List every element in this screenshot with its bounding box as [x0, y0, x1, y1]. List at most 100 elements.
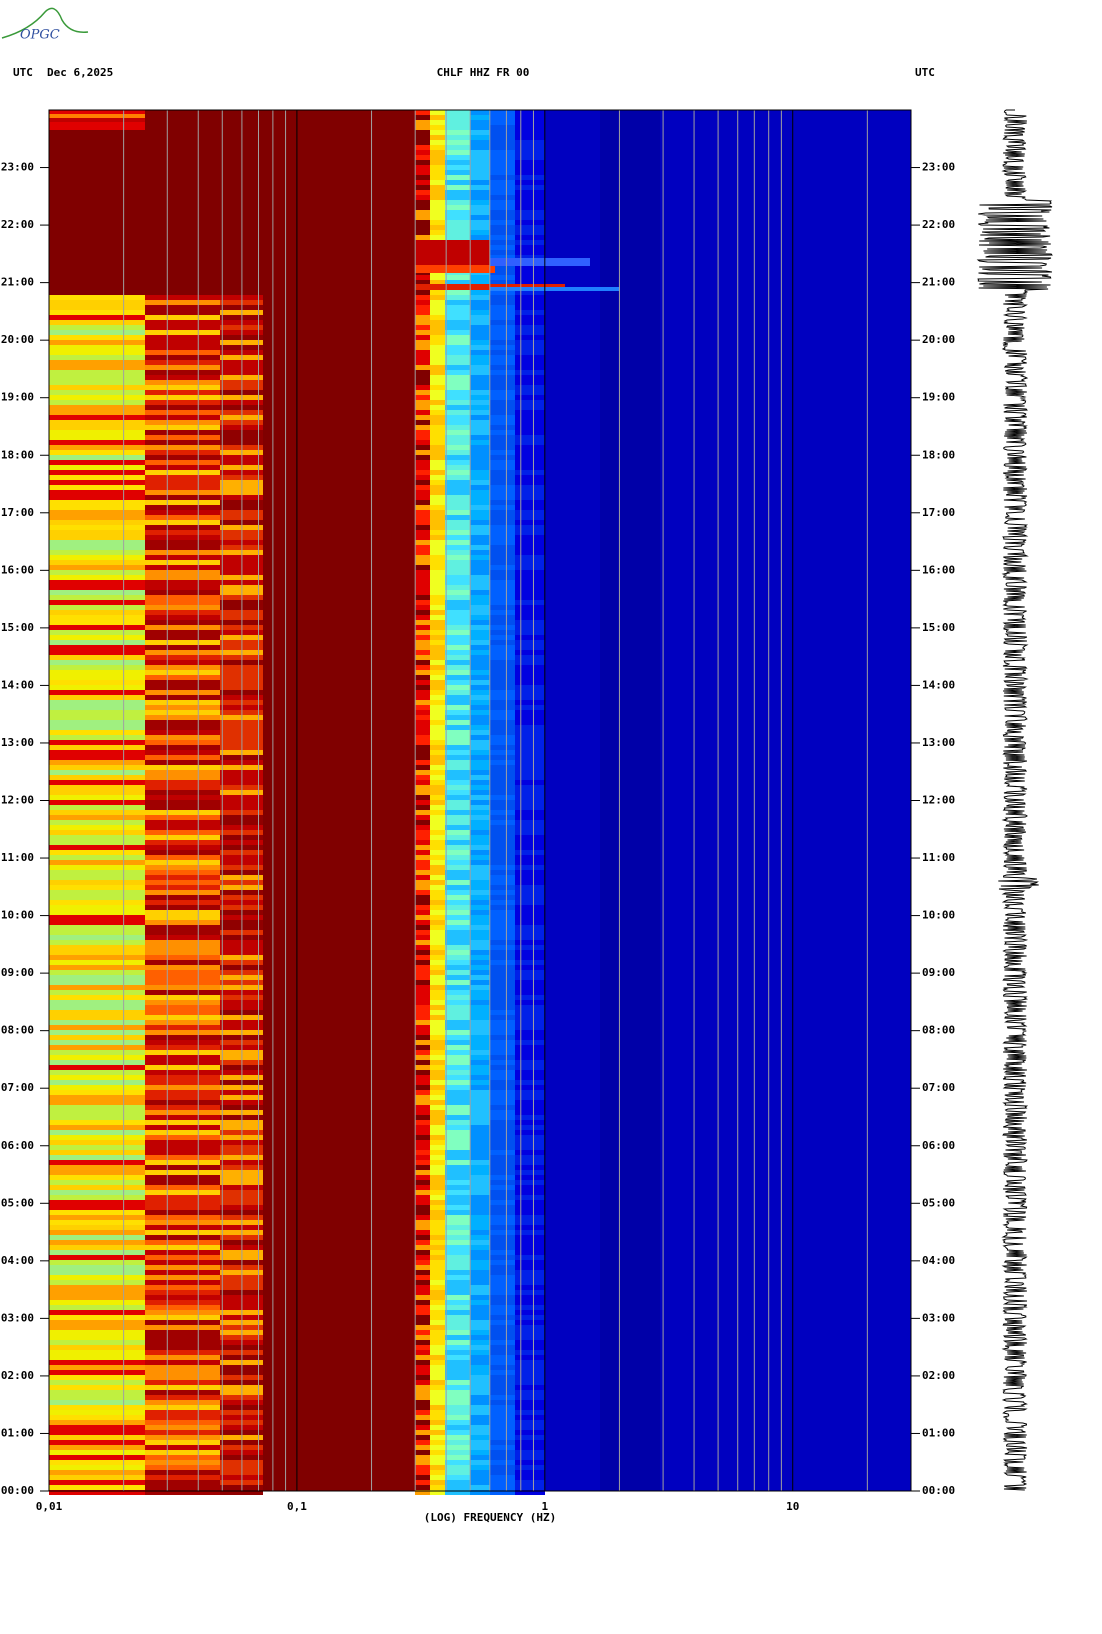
spectrogram-cell [445, 1120, 470, 1125]
spectrogram-cell [490, 1220, 515, 1225]
spectrogram-cell [445, 1040, 470, 1045]
spectrogram-cell [470, 690, 490, 695]
spectrogram-cell [415, 1490, 430, 1495]
spectrogram-cell [445, 1300, 470, 1305]
spectrogram-cell [49, 745, 145, 750]
spectrogram-cell [49, 1475, 145, 1480]
spectrogram-cell [430, 1240, 445, 1245]
spectrogram-cell [470, 905, 490, 910]
spectrogram-cell [49, 1365, 145, 1370]
spectrogram-cell [415, 610, 430, 615]
spectrogram-cell [515, 1420, 545, 1425]
y-tick-label: 12:00 [1, 794, 34, 807]
spectrogram-cell [490, 725, 515, 730]
y-tick-label-right: 05:00 [922, 1196, 955, 1209]
spectrogram-cell [445, 350, 470, 355]
spectrogram-cell [515, 445, 545, 450]
spectrogram-cell [515, 305, 545, 310]
spectrogram-cell [430, 445, 445, 450]
spectrogram-cell [145, 325, 220, 330]
spectrogram-cell [430, 1385, 445, 1390]
spectrogram-cell [490, 635, 515, 640]
spectrogram-cell [470, 1265, 490, 1270]
spectrogram-cell [49, 1070, 145, 1075]
spectrogram-cell [470, 165, 490, 170]
spectrogram-cell [445, 490, 470, 495]
spectrogram-cell [470, 965, 490, 970]
spectrogram-cell [515, 1085, 545, 1090]
spectrogram-cell [515, 1040, 545, 1045]
spectrogram-cell [515, 1070, 545, 1075]
spectrogram-cell [220, 1490, 263, 1495]
spectrogram-cell [470, 565, 490, 570]
spectrogram-cell [515, 415, 545, 420]
spectrogram-cell [445, 1390, 470, 1395]
spectrogram-cell [490, 1295, 515, 1300]
spectrogram-cell [490, 685, 515, 690]
spectrogram-cell [430, 220, 445, 225]
spectrogram-cell [470, 1065, 490, 1070]
spectrogram-cell [515, 905, 545, 910]
spectrogram-cell [415, 770, 430, 775]
spectrogram-cell [415, 115, 430, 120]
x-tick-label: 0,01 [36, 1500, 63, 1513]
spectrogram-cell [145, 915, 220, 920]
spectrogram-cell [415, 450, 430, 455]
spectrogram-cell [145, 1010, 220, 1015]
spectrogram-cell [490, 440, 515, 445]
spectrogram-cell [445, 370, 470, 375]
spectrogram-cell [470, 680, 490, 685]
spectrogram-cell [470, 915, 490, 920]
spectrogram-cell [445, 985, 470, 990]
spectrogram-cell [470, 580, 490, 585]
spectrogram-cell [415, 855, 430, 860]
spectrogram-cell [490, 1230, 515, 1235]
spectrogram-cell [430, 1165, 445, 1170]
spectrogram-cell [470, 775, 490, 780]
spectrogram-cell [145, 835, 220, 840]
spectrogram-cell [515, 470, 545, 475]
spectrogram-cell [49, 1380, 145, 1385]
spectrogram-cell [430, 1010, 445, 1015]
y-tick-label-right: 00:00 [922, 1484, 955, 1497]
spectrogram-cell [430, 165, 445, 170]
spectrogram-cell [49, 820, 145, 825]
spectrogram-cell [49, 945, 145, 950]
spectrogram-cell [415, 985, 430, 990]
spectrogram-cell [515, 1240, 545, 1245]
spectrogram-cell [415, 235, 430, 240]
spectrogram-cell [515, 1110, 545, 1115]
spectrogram-cell [430, 1290, 445, 1295]
spectrogram-cell [515, 1460, 545, 1465]
spectrogram-cell [470, 1350, 490, 1355]
spectrogram-cell [490, 205, 515, 210]
y-tick-label-right: 04:00 [922, 1254, 955, 1267]
spectrogram-cell [490, 595, 515, 600]
spectrogram-cell [470, 500, 490, 505]
spectrogram-cell [49, 725, 145, 730]
spectrogram-cell [515, 145, 545, 150]
spectrogram-cell [515, 410, 545, 415]
spectrogram-cell [445, 945, 470, 950]
spectrogram-cell [415, 695, 430, 700]
spectrogram-cell [490, 840, 515, 845]
spectrogram-cell [145, 640, 220, 645]
spectrogram-cell [490, 200, 515, 205]
spectrogram-cell [415, 950, 430, 955]
spectrogram-cell [430, 695, 445, 700]
y-tick-label: 01:00 [1, 1426, 34, 1439]
spectrogram-cell [445, 715, 470, 720]
spectrogram-cell [445, 1100, 470, 1105]
spectrogram-cell [430, 670, 445, 675]
spectrogram-cell [49, 1450, 145, 1455]
spectrogram-cell [490, 645, 515, 650]
spectrogram-cell [145, 635, 220, 640]
spectrogram-cell [430, 680, 445, 685]
spectrogram-cell [490, 110, 515, 115]
spectrogram-cell [49, 840, 145, 845]
spectrogram-cell [445, 1250, 470, 1255]
spectrogram-cell [470, 590, 490, 595]
spectrogram-cell [415, 425, 430, 430]
spectrogram-cell [145, 955, 220, 960]
spectrogram-cell [430, 185, 445, 190]
